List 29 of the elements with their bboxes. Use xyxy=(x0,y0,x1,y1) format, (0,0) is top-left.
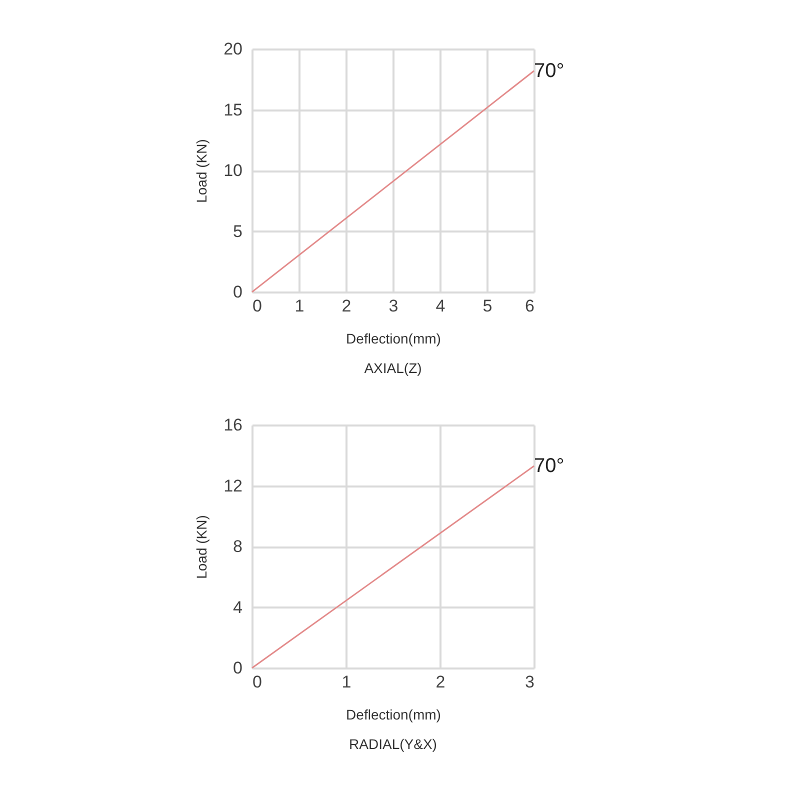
y-axis-title: Load (KN) xyxy=(194,139,210,203)
x-tick-label: 0 xyxy=(252,296,262,316)
x-axis-title: Deflection(mm) xyxy=(346,706,441,722)
x-tick-label: 6 xyxy=(525,296,534,316)
series-label: 70° xyxy=(534,455,564,478)
x-tick-label: 1 xyxy=(342,672,352,692)
y-tick-label: 16 xyxy=(224,416,242,434)
y-tick-label: 10 xyxy=(224,161,242,180)
x-tick-label: 2 xyxy=(342,296,352,316)
x-tick-label: 5 xyxy=(482,296,492,316)
y-tick-label: 20 xyxy=(224,40,242,58)
x-tick-label: 2 xyxy=(436,672,446,692)
series-label: 70° xyxy=(534,60,564,82)
text: RADIAL(Y&X) xyxy=(349,736,437,752)
x-tick-label: 3 xyxy=(525,672,534,692)
y-tick-label: 4 xyxy=(233,598,242,617)
y-tick-label: 0 xyxy=(233,658,242,678)
y-tick-label: 8 xyxy=(233,537,242,556)
y-tick-label: 0 xyxy=(233,282,242,302)
y-axis-title: Load (KN) xyxy=(194,515,210,579)
y-tick-label: 12 xyxy=(224,476,242,496)
x-axis-title: Deflection(mm) xyxy=(346,330,441,346)
x-tick-label: 0 xyxy=(252,672,262,692)
y-tick-label: 15 xyxy=(224,100,242,120)
x-tick-label: 1 xyxy=(294,296,304,316)
x-tick-label: 4 xyxy=(436,296,446,316)
y-tick-label: 5 xyxy=(233,222,242,241)
text: AXIAL(Z) xyxy=(364,360,422,376)
x-tick-label: 3 xyxy=(388,296,398,316)
